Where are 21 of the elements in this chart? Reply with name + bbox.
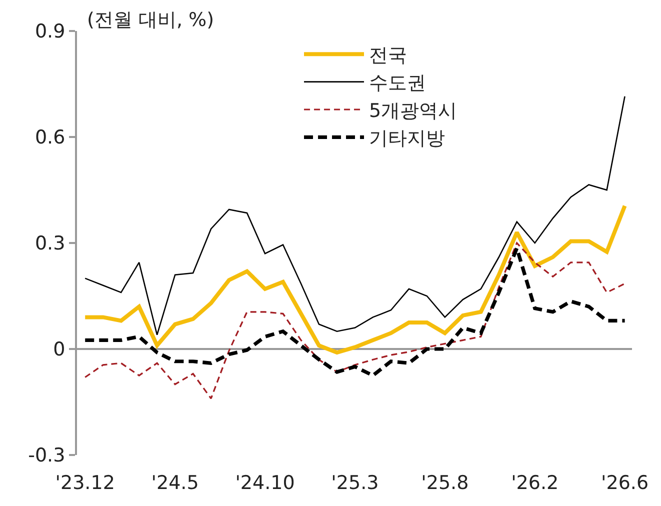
legend-label: 기타지방 (369, 128, 445, 150)
legend-label: 수도권 (369, 72, 426, 94)
legend-label: 5개광역시 (369, 100, 458, 122)
y-tick-label: 0 (53, 338, 66, 361)
line-series (84, 96, 626, 336)
x-tick-label: '26.2 (511, 472, 559, 494)
y-tick-label: 0.3 (34, 232, 66, 255)
line-series (83, 204, 627, 355)
legend-label: 전국 (369, 44, 407, 66)
line-series (83, 246, 627, 378)
x-tick-label: '23.12 (55, 472, 115, 494)
y-tick-label: 0.6 (34, 126, 66, 149)
y-tick-label: -0.3 (28, 444, 66, 467)
y-tick-label: 0.9 (34, 20, 66, 43)
x-tick-label: '25.3 (331, 472, 379, 494)
x-tick-label: '24.5 (151, 472, 199, 494)
x-tick-label: '25.8 (421, 472, 469, 494)
x-tick-label: '24.10 (235, 472, 295, 494)
annotation: (전월 대비, %) (87, 9, 214, 31)
x-tick-label: '26.6 (601, 472, 649, 494)
line-series (84, 242, 626, 400)
